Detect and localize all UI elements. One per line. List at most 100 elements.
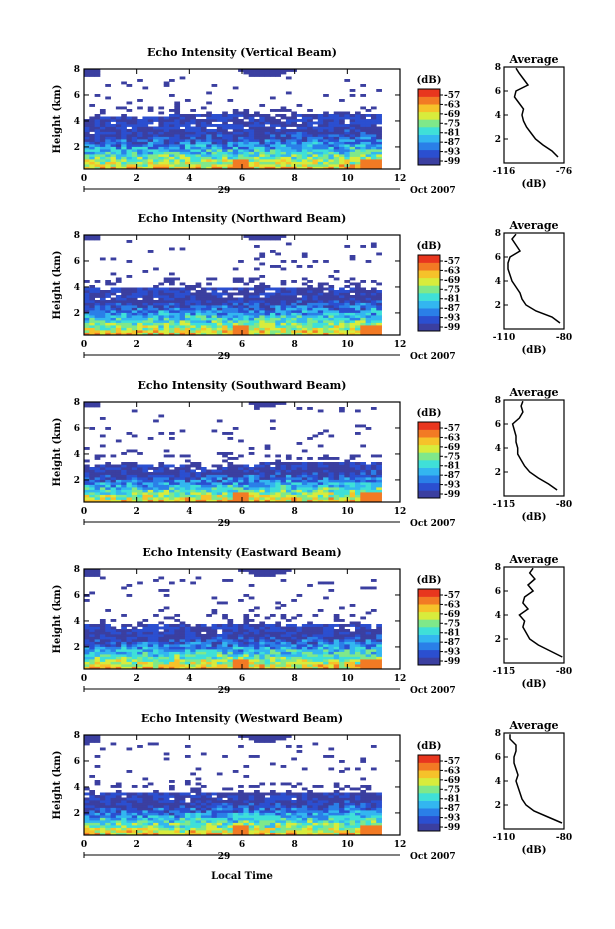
heatmap-cell — [232, 634, 239, 637]
heatmap-cell — [307, 636, 313, 640]
heatmap-cell — [131, 320, 138, 323]
heatmap-cell — [365, 134, 372, 137]
heatmap-cell — [153, 477, 159, 480]
heatmap-cell — [376, 634, 382, 637]
heatmap-cell — [365, 139, 372, 142]
heatmap-cell — [158, 497, 165, 500]
heatmap-cell — [355, 315, 361, 318]
heatmap-cell — [344, 477, 351, 480]
heatmap-cell — [147, 661, 154, 665]
heatmap-cell — [291, 151, 297, 155]
heatmap-cell — [99, 134, 106, 137]
heatmap-cell — [216, 651, 223, 655]
heatmap-cell — [269, 121, 276, 125]
heatmap-cell — [158, 322, 165, 326]
heatmap-cell — [243, 474, 250, 478]
heatmap-cell — [248, 161, 255, 165]
heatmap-cell — [195, 292, 202, 296]
heatmap-cell — [323, 661, 329, 665]
heatmap-cell — [84, 636, 90, 640]
heatmap-cell — [280, 69, 287, 72]
heatmap-cell — [301, 644, 308, 647]
heatmap-cell — [84, 659, 90, 662]
heatmap-cell — [365, 646, 372, 650]
heatmap-cell — [163, 489, 170, 493]
heatmap-cell — [190, 159, 196, 162]
colorbar-tick-label: -63 — [444, 433, 460, 443]
heatmap-cell — [370, 651, 377, 655]
heatmap-cell — [291, 332, 297, 336]
heatmap-cell — [131, 126, 138, 130]
heatmap-cell — [206, 641, 212, 645]
heatmap-cell — [291, 320, 297, 323]
heatmap-cell — [110, 141, 117, 145]
heatmap-cell — [232, 624, 239, 627]
heatmap-cell — [200, 661, 207, 665]
heatmap-cell — [232, 651, 239, 655]
heatmap-cell — [115, 159, 122, 162]
heatmap-cell — [370, 149, 377, 152]
heatmap-cell — [312, 479, 319, 483]
heatmap-cell — [376, 484, 382, 488]
heatmap-cell — [89, 820, 96, 823]
heatmap-cell — [153, 482, 159, 485]
heatmap-cell — [312, 166, 319, 170]
heatmap-cell — [121, 315, 127, 318]
heatmap-cell — [89, 775, 96, 778]
heatmap-cell — [206, 317, 212, 321]
heatmap-cell — [137, 119, 143, 122]
heatmap-cell — [333, 131, 340, 135]
heatmap-cell — [301, 146, 308, 150]
heatmap-cell — [200, 149, 207, 152]
heatmap-cell — [291, 166, 297, 170]
heatmap-cell — [89, 830, 96, 833]
heatmap-cell — [323, 641, 329, 645]
heatmap-cell — [344, 111, 351, 115]
heatmap-cell — [200, 664, 207, 667]
heatmap-cell — [269, 484, 276, 488]
heatmap-cell — [105, 126, 111, 130]
heatmap-cell — [190, 141, 196, 145]
heatmap-cell — [259, 651, 266, 655]
heatmap-cell — [333, 649, 340, 652]
heatmap-cell — [131, 119, 138, 122]
heatmap-cell — [84, 664, 90, 667]
heatmap-cell — [296, 482, 303, 485]
heatmap-cell — [312, 302, 319, 306]
heatmap-cell — [222, 330, 228, 333]
heatmap-cell — [280, 639, 287, 642]
heatmap-cell — [99, 492, 106, 495]
heatmap-cell — [269, 265, 276, 268]
heatmap-cell — [259, 305, 266, 308]
heatmap-cell — [296, 664, 303, 667]
heatmap-cell — [126, 327, 133, 331]
heatmap-cell — [291, 161, 297, 165]
heatmap-cell — [169, 661, 175, 665]
heatmap-cell — [216, 114, 223, 117]
heatmap-cell — [365, 290, 372, 293]
heatmap-cell — [376, 666, 382, 670]
heatmap-cell — [105, 656, 111, 660]
heatmap-cell — [142, 131, 149, 135]
heatmap-cell — [216, 469, 223, 473]
heatmap-cell — [184, 325, 191, 328]
heatmap-cell — [238, 489, 244, 493]
heatmap-cell — [190, 320, 196, 323]
heatmap-cell — [184, 459, 191, 463]
heatmap-cell — [264, 487, 271, 490]
heatmap-cell — [275, 166, 281, 170]
heatmap-cell — [190, 469, 196, 473]
heatmap-cell — [105, 467, 111, 470]
heatmap-cell — [301, 626, 308, 630]
heatmap-cell — [328, 297, 335, 301]
heatmap-cell — [169, 477, 175, 480]
heatmap-cell — [89, 325, 96, 328]
average-x-tick-label: -110 — [493, 333, 516, 343]
heatmap-cell — [285, 310, 292, 313]
heatmap-cell — [328, 290, 335, 293]
heatmap-cell — [163, 151, 170, 155]
heatmap-cell — [243, 639, 250, 642]
heatmap-cell — [105, 802, 111, 806]
heatmap-cell — [370, 305, 377, 308]
heatmap-cell — [243, 646, 250, 650]
